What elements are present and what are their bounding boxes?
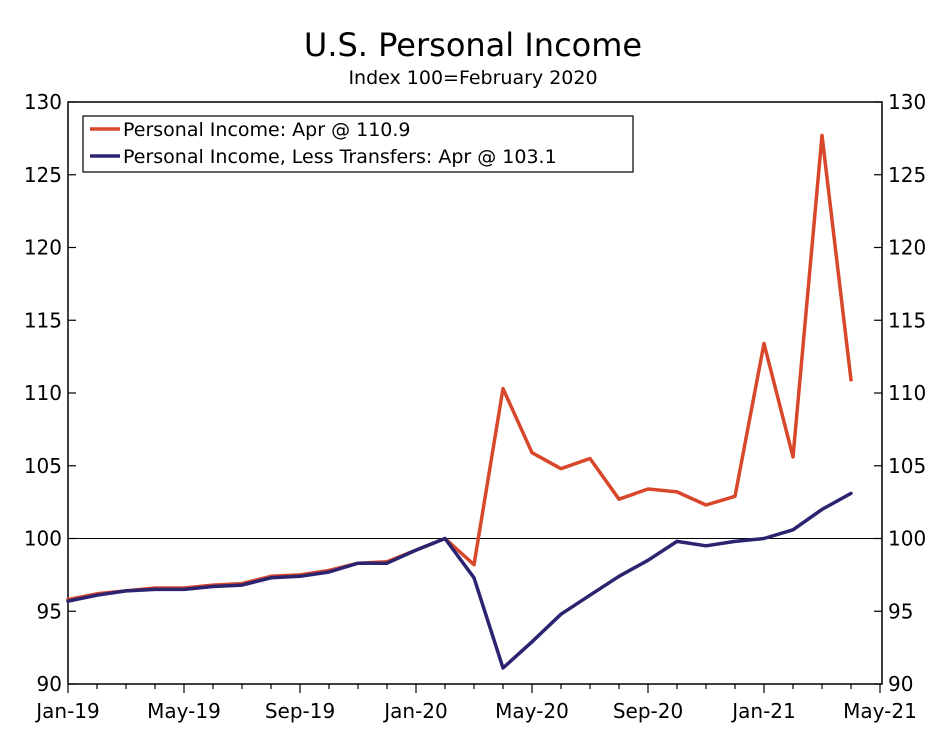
y-tick-label-left-120: 120 — [24, 236, 62, 260]
x-tick-label-sep-20: Sep-20 — [613, 699, 683, 723]
y-tick-label-left-110: 110 — [24, 381, 62, 405]
y-axis-right: 90 95 100 105 110 115 120 125 130 — [874, 90, 926, 696]
legend-label-less-transfers: Personal Income, Less Transfers: Apr @ 1… — [123, 146, 557, 168]
x-tick-label-sep-19: Sep-19 — [265, 699, 335, 723]
y-tick-label-right-105: 105 — [888, 454, 926, 478]
y-tick-label-left-95: 95 — [37, 599, 62, 623]
y-tick-label-right-95: 95 — [888, 599, 913, 623]
series-layer — [66, 133, 853, 670]
y-tick-label-right-130: 130 — [888, 90, 926, 114]
chart-subtitle: Index 100=February 2020 — [348, 67, 597, 89]
legend-label-personal-income: Personal Income: Apr @ 110.9 — [123, 119, 411, 141]
x-tick-label-may-21: May-21 — [843, 699, 917, 723]
y-tick-label-left-105: 105 — [24, 454, 62, 478]
x-tick-label-may-20: May-20 — [495, 699, 569, 723]
y-tick-label-left-100: 100 — [24, 527, 62, 551]
chart-title: U.S. Personal Income — [304, 26, 642, 64]
y-tick-label-left-90: 90 — [37, 672, 62, 696]
x-axis: Jan-19 May-19 Sep-19 Jan-20 May-20 Sep-20 Jan-… — [34, 684, 917, 723]
y-tick-label-right-115: 115 — [888, 308, 926, 332]
y-tick-label-right-125: 125 — [888, 163, 926, 187]
y-tick-label-left-130: 130 — [24, 90, 62, 114]
plot-frame — [67, 101, 883, 685]
y-tick-label-right-90: 90 — [888, 672, 913, 696]
legend: Personal Income: Apr @ 110.9 Personal In… — [82, 115, 634, 173]
y-tick-label-left-115: 115 — [24, 308, 62, 332]
y-tick-label-left-125: 125 — [24, 163, 62, 187]
legend-box — [82, 115, 634, 173]
y-tick-label-right-120: 120 — [888, 236, 926, 260]
y-axis-left: 90 95 100 105 110 115 120 125 130 — [24, 90, 76, 696]
series-line-personal-income — [66, 133, 853, 602]
x-tick-label-jan-21: Jan-21 — [730, 699, 796, 723]
x-tick-label-jan-20: Jan-20 — [382, 699, 448, 723]
x-tick-label-jan-19: Jan-19 — [34, 699, 100, 723]
y-tick-label-right-110: 110 — [888, 381, 926, 405]
y-tick-label-right-100: 100 — [888, 527, 926, 551]
x-tick-label-may-19: May-19 — [147, 699, 221, 723]
series-line-less-transfers — [66, 491, 853, 670]
